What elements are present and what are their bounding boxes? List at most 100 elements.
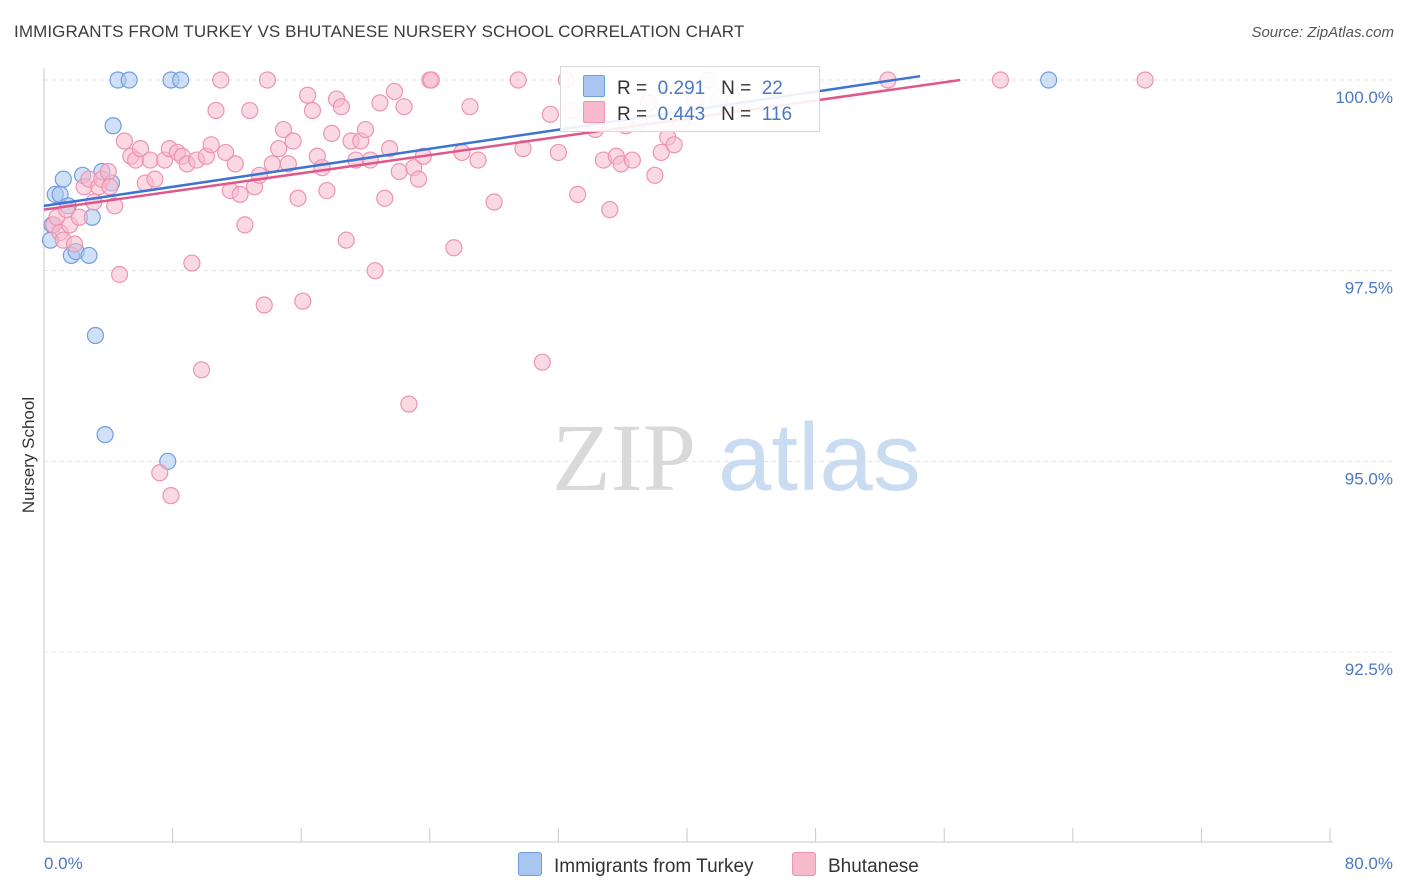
bhutan-point [255,296,273,314]
source-label: Source: ZipAtlas.com [1251,24,1394,41]
bhutan-point [202,136,220,154]
bhutan-point [461,98,479,116]
bhutan-point [366,262,384,280]
bhutan-point [70,208,88,226]
turkey-point [1040,71,1058,89]
bhutan-point [258,71,277,89]
bhutan-point [146,170,164,188]
bhutan-point [385,82,404,101]
bhutan-point [485,193,503,211]
x-tick-label-min: 0.0% [44,854,83,873]
bhutan-point [318,181,336,200]
bhutan-point [361,151,379,169]
bhutan-point [65,235,84,253]
bhutan-trend-line [43,78,961,211]
bhutan-point [337,231,355,249]
bhutan-point [183,254,201,272]
bhutan-point [313,159,331,177]
watermark: ZIP atlas [552,404,921,511]
correlation-legend: R = 0.291 N = 22 R = 0.443 N = 116 [560,66,820,132]
y-tick-labels: 100.0% 97.5% 95.0% 92.5% [1335,88,1393,679]
bhutan-point [131,140,150,158]
y-tick-label: 97.5% [1345,279,1393,298]
bhutan-point [569,185,587,203]
bhutan-r-value: 0.443 [657,104,706,125]
bhutan-point [356,120,375,139]
y-tick-label: 100.0% [1335,88,1393,107]
bhutan-point [541,105,559,123]
bhutan-point [390,162,408,181]
bhutan-point [192,361,211,379]
bhutan-point [400,395,418,413]
bottom-turkey-label: Immigrants from Turkey [554,856,754,877]
bhutan-point [106,197,124,215]
bhutan-point [162,487,180,505]
bhutan-point [303,101,322,120]
legend-row-turkey: R = 0.291 N = 22 [583,75,783,101]
bhutan-point [99,162,117,181]
bhutan-point [409,170,428,188]
y-tick-label: 95.0% [1345,469,1393,488]
gridlines [44,79,1392,653]
bhutan-point [270,140,288,158]
chart-title: IMMIGRANTS FROM TURKEY VS BHUTANESE NURS… [14,22,745,41]
y-axis-label: Nursery School [19,397,38,513]
turkey-point [54,170,72,188]
bhutan-point [646,166,664,184]
bhutan-point [151,464,169,482]
bhutan-point [509,71,527,89]
trend-lines [43,74,961,211]
legend-row-bhutan: R = 0.443 N = 116 [583,101,792,127]
bhutan-point [110,265,129,284]
bottom-legend-bhutan: Bhutanese [792,852,919,878]
y-tick-label: 92.5% [1345,660,1393,679]
bhutan-point [376,189,394,207]
bhutan-n-value: 116 [761,104,793,125]
bhutan-point [332,98,350,116]
bottom-bhutan-label: Bhutanese [828,856,919,877]
bhutan-point [395,98,413,116]
bhutan-point [299,86,317,104]
bhutan-point [217,143,235,162]
turkey-swatch [583,75,605,97]
bhutan-point [231,185,249,203]
bhutan-r-label: R = [617,104,648,125]
bhutan-point [469,151,487,169]
bhutan-point [236,216,254,234]
bhutan-point [207,101,225,120]
x-tick-label-max: 80.0% [1345,854,1393,873]
bhutan-point [294,292,312,310]
bhutan-point [533,353,551,371]
turkey-n-label: N = [721,78,752,99]
bhutan-point [226,155,244,173]
bottom-turkey-swatch [518,852,542,876]
bhutan-point [115,132,133,150]
bhutan-point [623,151,641,169]
bottom-legend-turkey: Immigrants from Turkey [518,852,754,878]
bhutan-point [141,151,159,169]
bhutan-point [263,155,281,173]
turkey-point [96,426,114,444]
axes [43,68,1333,843]
bhutan-point [1136,71,1154,89]
bhutan-point [284,132,302,150]
bhutan-point [549,143,568,162]
bottom-bhutan-swatch [792,852,816,876]
bhutan-point [665,136,683,154]
turkey-point [120,71,138,89]
bhutan-point [371,94,389,112]
bhutan-point [241,101,259,120]
turkey-point [86,326,105,345]
bhutan-point [991,71,1010,89]
bhutan-point [381,140,399,158]
turkey-point [80,246,98,265]
bhutan-point [323,124,341,142]
bhutan-point [445,239,463,257]
watermark-zip: ZIP [552,404,696,511]
turkey-point [172,71,190,89]
turkey-point [104,117,122,135]
bhutan-swatch [583,101,605,123]
bhutan-n-label: N = [721,104,752,125]
bhutan-point [274,120,293,139]
